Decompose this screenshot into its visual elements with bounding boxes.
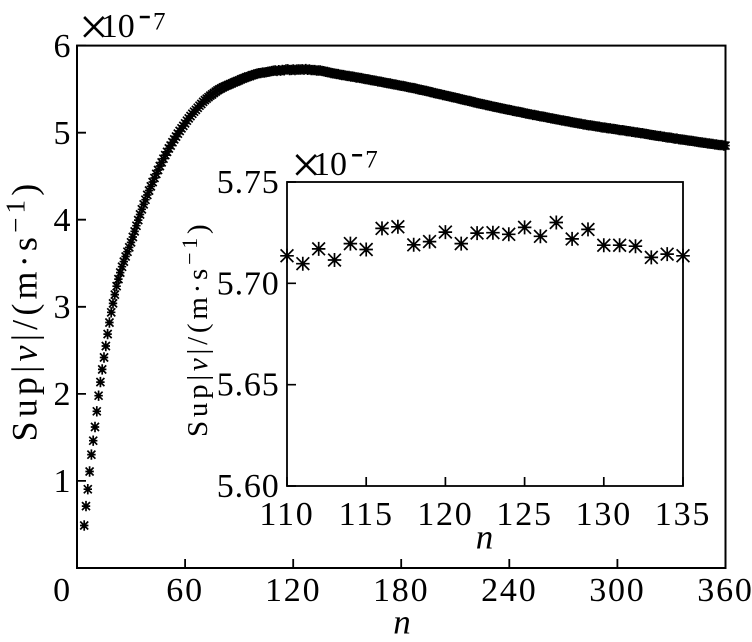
svg-text:360: 360 [697,572,752,609]
svg-text:125: 125 [496,496,552,533]
svg-text:10: 10 [101,8,135,45]
svg-text:4: 4 [54,202,71,239]
svg-text:5.60: 5.60 [217,468,280,505]
svg-text:1: 1 [54,463,71,500]
svg-text:240: 240 [481,572,537,609]
svg-text:×: × [79,0,109,56]
svg-text:2: 2 [54,376,71,413]
svg-text:300: 300 [589,572,645,609]
svg-text:6: 6 [54,28,71,65]
svg-text:120: 120 [265,572,321,609]
svg-text:130: 130 [576,496,632,533]
svg-text:×: × [291,137,321,195]
svg-text:110: 110 [259,496,314,533]
svg-text:135: 135 [655,496,711,533]
svg-text:0: 0 [53,572,72,609]
svg-text:n: n [393,603,411,642]
svg-text:5.65: 5.65 [217,367,280,404]
svg-text:7: 7 [365,147,378,174]
svg-text:Sup|v|/(m·s−1): Sup|v|/(m·s−1) [177,221,214,437]
svg-text:180: 180 [373,572,429,609]
svg-text:115: 115 [339,496,394,533]
svg-text:10: 10 [313,146,347,183]
svg-text:n: n [476,518,494,557]
svg-text:5.75: 5.75 [217,164,280,201]
svg-text:60: 60 [166,572,204,609]
svg-text:5.70: 5.70 [217,265,280,302]
svg-text:7: 7 [153,9,166,36]
svg-text:5: 5 [54,115,71,152]
svg-text:3: 3 [54,289,71,326]
svg-text:120: 120 [417,496,473,533]
